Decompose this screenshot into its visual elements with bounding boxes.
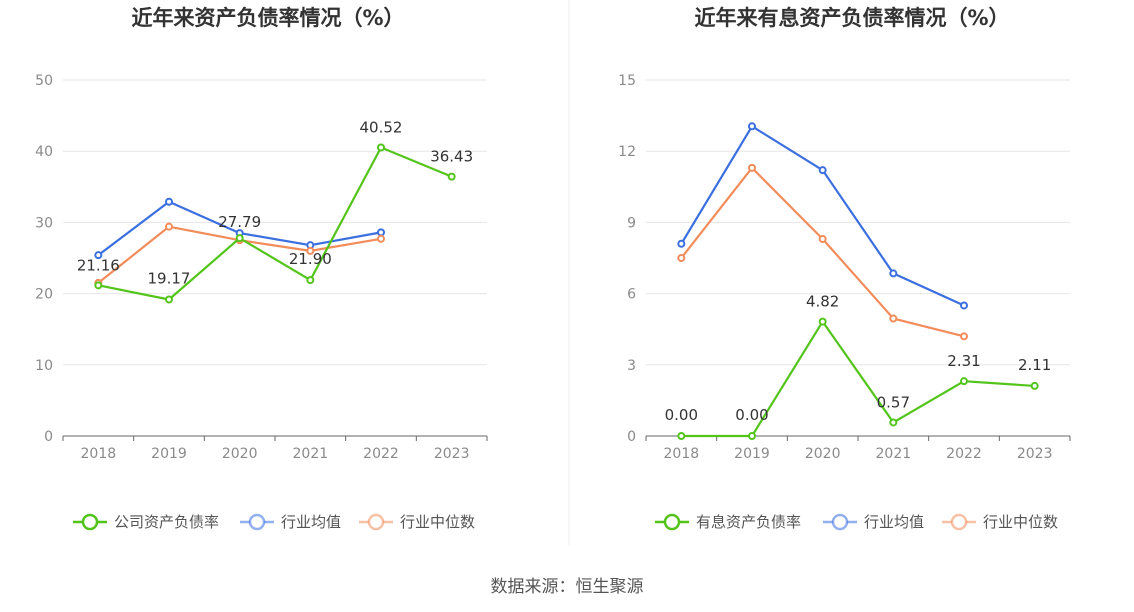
data-point [306,276,315,285]
series-line-0 [98,146,453,301]
data-point [94,251,103,260]
legend-label: 行业均值 [281,513,341,531]
data-point [377,234,385,243]
x-tick-label: 2020 [805,446,841,462]
x-tick-label: 2020 [222,446,258,462]
data-point [306,246,315,255]
y-tick-label: 30 [35,215,53,231]
data-point [748,163,756,172]
chart-title: 近年来有息资产负债率情况（%） [694,6,1009,30]
legend-marker [81,513,99,531]
data-point [960,332,968,341]
chart-title: 近年来资产负债率情况（%） [131,6,404,30]
data-point [94,281,103,290]
legend-label: 公司资产负债率 [114,513,219,531]
legend-marker [367,513,385,531]
y-tick-label: 10 [35,358,53,374]
legend-label: 有息资产负债率 [696,513,801,531]
data-label: 40.52 [360,118,403,136]
y-tick-label: 9 [627,215,636,231]
x-tick-label: 2021 [876,446,912,462]
data-label: 0.00 [665,406,698,424]
data-point [1030,381,1039,390]
legend-marker [663,513,681,531]
data-point [818,317,827,326]
x-tick-label: 2021 [293,446,329,462]
data-point [889,269,898,278]
series-line-2 [680,166,965,338]
data-point [235,234,244,243]
legend-marker [248,513,266,531]
x-tick-label: 2022 [363,446,399,462]
data-label: 36.43 [430,148,473,166]
legend-item: 有息资产负债率 [655,513,801,531]
data-point [748,432,756,440]
data-point [889,418,898,427]
data-point [960,301,968,310]
legend-marker [950,513,968,531]
x-tick-label: 2018 [81,446,117,462]
data-point [165,197,173,206]
left-chart: 近年来资产负债率情况（%） 0 10 20 30 40 50 2018 2019 2020 2021… [35,6,488,531]
data-point [889,314,898,323]
y-tick-label: 0 [627,429,636,445]
data-label: 21.90 [289,250,332,268]
y-tick-label: 20 [35,287,53,303]
y-tick-label: 12 [618,144,636,160]
y-tick-label: 6 [627,287,636,303]
data-point [818,235,827,244]
data-point [447,172,456,181]
y-tick-label: 15 [618,73,636,89]
data-label: 4.82 [806,293,839,311]
data-point [377,143,385,152]
data-point [960,377,968,386]
data-point [748,122,756,131]
data-label: 0.00 [735,406,768,424]
x-tick-label: 2022 [946,446,982,462]
legend-marker [831,513,849,531]
right-chart: 近年来有息资产负债率情况（%） 0 3 6 9 12 15 2018 2019 2020 2021 2… [618,6,1071,531]
legend-item: 行业均值 [823,513,924,531]
x-tick-label: 2023 [434,446,470,462]
data-source: 数据来源：恒生聚源 [491,577,644,597]
data-point [165,295,173,304]
y-tick-label: 3 [627,358,636,374]
legend-label: 行业中位数 [400,513,475,531]
legend-item: 公司资产负债率 [73,513,219,531]
data-label: 0.57 [877,393,910,411]
legend-label: 行业中位数 [983,513,1058,531]
data-point [677,432,686,440]
legend-label: 行业均值 [864,513,924,531]
x-tick-label: 2019 [734,446,770,462]
data-label: 19.17 [148,270,191,288]
data-point [677,239,686,248]
y-tick-label: 50 [35,73,53,89]
data-label: 2.11 [1018,356,1051,374]
data-point [677,254,686,262]
x-tick-label: 2019 [151,446,187,462]
data-label: 2.31 [947,352,980,370]
data-label: 21.16 [77,256,120,274]
data-point [165,222,173,231]
series-line-1 [680,125,965,307]
legend-item: 行业中位数 [359,513,475,531]
y-tick-label: 40 [35,144,53,160]
x-tick-label: 2018 [664,446,700,462]
x-tick-label: 2023 [1017,446,1053,462]
y-tick-label: 0 [44,429,53,445]
legend-item: 行业中位数 [942,513,1058,531]
data-point [377,228,385,237]
legend-item: 行业均值 [240,513,341,531]
data-point [818,166,827,175]
series-line-0 [681,320,1035,438]
data-label: 27.79 [218,213,261,231]
